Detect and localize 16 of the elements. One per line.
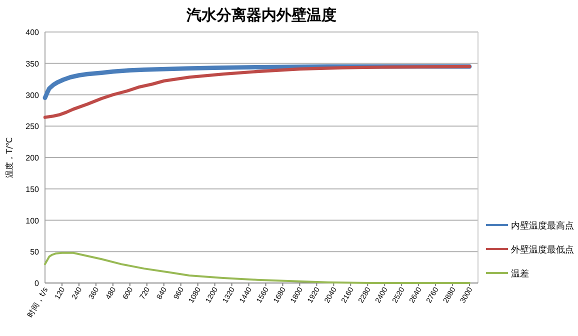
legend-label: 温差 <box>511 268 529 280</box>
legend-label: 内壁温度最高点 <box>511 220 574 232</box>
line-series <box>44 252 471 284</box>
chart-title: 汽水分离器内外壁温度 <box>186 6 336 24</box>
line-series <box>43 64 472 119</box>
y-tick-label: 150 <box>26 184 40 194</box>
y-tick-label: 250 <box>26 122 40 132</box>
y-tick-label: 400 <box>26 28 40 37</box>
y-tick-label: 50 <box>30 248 40 257</box>
y-tick-label: 0 <box>34 279 40 288</box>
y-tick-label: 200 <box>26 154 40 162</box>
y-tick-label: 350 <box>26 59 40 68</box>
y-tick-label: 100 <box>26 216 40 226</box>
y-axis-title: 温度，T/℃ <box>5 137 14 178</box>
y-tick-label: 300 <box>26 90 40 100</box>
legend-label: 外壁温度最低点 <box>511 244 574 256</box>
